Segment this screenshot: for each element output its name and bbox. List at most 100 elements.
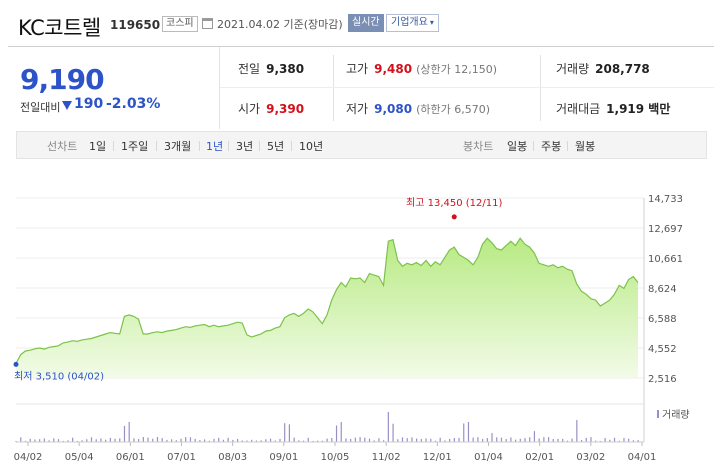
volume-bar — [345, 438, 347, 442]
volume-bar — [67, 440, 69, 442]
volume-bar — [547, 437, 550, 442]
tab-3month[interactable]: 3개월 — [164, 140, 192, 153]
tab-1week[interactable]: 1주일 — [121, 140, 149, 153]
amount-value: 1,919 백만 — [606, 102, 671, 116]
realtime-button[interactable]: 실시간 — [348, 14, 384, 32]
company-overview-button[interactable]: 기업개요 ▾ — [386, 14, 439, 32]
volume-bar — [566, 440, 569, 442]
volume-bar — [467, 422, 470, 442]
x-axis-labels: 04/02 05/04 06/01 07/01 08/03 09/01 10/05 11/02… — [14, 441, 657, 463]
volume-bar — [293, 437, 295, 442]
volume-bar — [609, 439, 611, 442]
y-tick-label: 12,697 — [648, 224, 683, 235]
volume-bar — [227, 437, 229, 442]
amount-label: 거래대금 — [556, 102, 601, 116]
volume-bar — [284, 423, 286, 442]
tab-separator — [199, 141, 200, 151]
high-cell: 고가 9,480 (상한가 12,150) — [346, 60, 497, 77]
volume-bar — [463, 423, 465, 442]
x-tick-label: 04/01 — [628, 452, 657, 463]
volume-bar — [585, 437, 587, 442]
tab-separator — [156, 141, 157, 151]
volume-bar — [194, 438, 196, 442]
x-tick-label: 07/01 — [167, 452, 196, 463]
volume-bar — [156, 437, 159, 442]
tab-10year[interactable]: 10년 — [299, 140, 324, 153]
volume-bar — [109, 437, 111, 442]
tab-separator — [113, 141, 114, 151]
change-label: 전일대비 — [20, 101, 61, 114]
volume-bar — [76, 440, 78, 442]
volume-bar — [166, 439, 168, 442]
volume-bar — [510, 437, 512, 442]
volume-bar — [472, 437, 474, 442]
volume-bar — [425, 438, 427, 442]
volume-bar — [302, 440, 305, 442]
volume-bar — [260, 440, 262, 442]
x-tick-label: 05/04 — [65, 452, 94, 463]
y-tick-label: 10,661 — [648, 254, 683, 265]
open-value: 9,390 — [266, 102, 305, 116]
volume-bar — [175, 440, 177, 442]
tab-3year[interactable]: 3년 — [236, 140, 254, 153]
prev-close-cell: 전일 9,380 — [238, 60, 304, 77]
volume-bar — [29, 438, 31, 442]
quote-box: 9,190 전일대비 190 -2.03% 전일 9,380 고가 9,480 (상한… — [8, 46, 714, 129]
volume-bar — [557, 438, 559, 442]
y-tick-label: 8,624 — [648, 284, 677, 295]
volume-bar — [39, 439, 41, 442]
x-tick-label: 04/02 — [14, 452, 43, 463]
volume-bar — [255, 440, 258, 442]
volume-bar — [72, 437, 74, 442]
tab-daily-candle[interactable]: 일봉 — [507, 140, 528, 153]
volume-bar — [57, 439, 60, 442]
lower-limit: (하한가 6,570) — [416, 103, 490, 116]
min-label: 최저 3,510 (04/02) — [14, 370, 104, 382]
volume-bar — [482, 438, 484, 442]
current-price-panel: 9,190 전일대비 190 -2.03% — [8, 47, 220, 129]
volume-bar — [576, 420, 578, 442]
tab-1day[interactable]: 1일 — [89, 140, 107, 153]
high-label: 고가 — [346, 62, 369, 76]
volume-bar — [34, 439, 36, 442]
volume-cell: 거래량 208,778 — [556, 60, 650, 77]
price-line — [15, 237, 639, 364]
max-label: 최고 13,450 (12/11) — [406, 197, 502, 209]
candle-chart-label: 봉차트 — [463, 140, 494, 153]
tab-5year[interactable]: 5년 — [267, 140, 285, 153]
tab-weekly-candle[interactable]: 주봉 — [541, 140, 562, 153]
price-chart: 14,733 12,697 10,661 8,624 6,588 4,552 2,516 최… — [13, 194, 690, 463]
volume-bar — [383, 440, 385, 442]
volume-bar — [269, 438, 272, 442]
volume-bar — [397, 439, 399, 442]
volume-bar — [590, 437, 592, 442]
volume-bar — [449, 438, 451, 442]
volume-bar — [48, 440, 50, 442]
volume-bar — [312, 440, 314, 442]
line-chart-label: 선차트 — [47, 140, 78, 153]
volume-bar — [628, 438, 630, 442]
volume-bar — [317, 440, 319, 442]
volume-bar — [189, 437, 192, 442]
volume-bar — [43, 438, 45, 442]
volume-bar — [420, 438, 422, 442]
volume-bar — [486, 438, 488, 442]
volume-bar — [505, 439, 507, 442]
tab-1year[interactable]: 1년 — [206, 140, 224, 153]
volume-bar — [203, 439, 206, 442]
volume-bar — [246, 440, 248, 442]
volume-bar — [326, 438, 328, 442]
volume-bar — [114, 438, 116, 442]
x-tick-label: 03/02 — [576, 452, 605, 463]
volume-bar — [491, 433, 493, 442]
volume-bar — [100, 438, 102, 442]
volume-bar — [368, 438, 371, 442]
tab-separator — [567, 141, 568, 151]
volume-bar — [236, 438, 239, 442]
volume-bar — [632, 440, 634, 442]
tab-separator — [533, 141, 534, 151]
volume-bar — [364, 437, 366, 442]
tab-monthly-candle[interactable]: 월봉 — [575, 140, 596, 153]
calendar-icon — [202, 18, 213, 29]
volume-bar — [543, 437, 545, 442]
